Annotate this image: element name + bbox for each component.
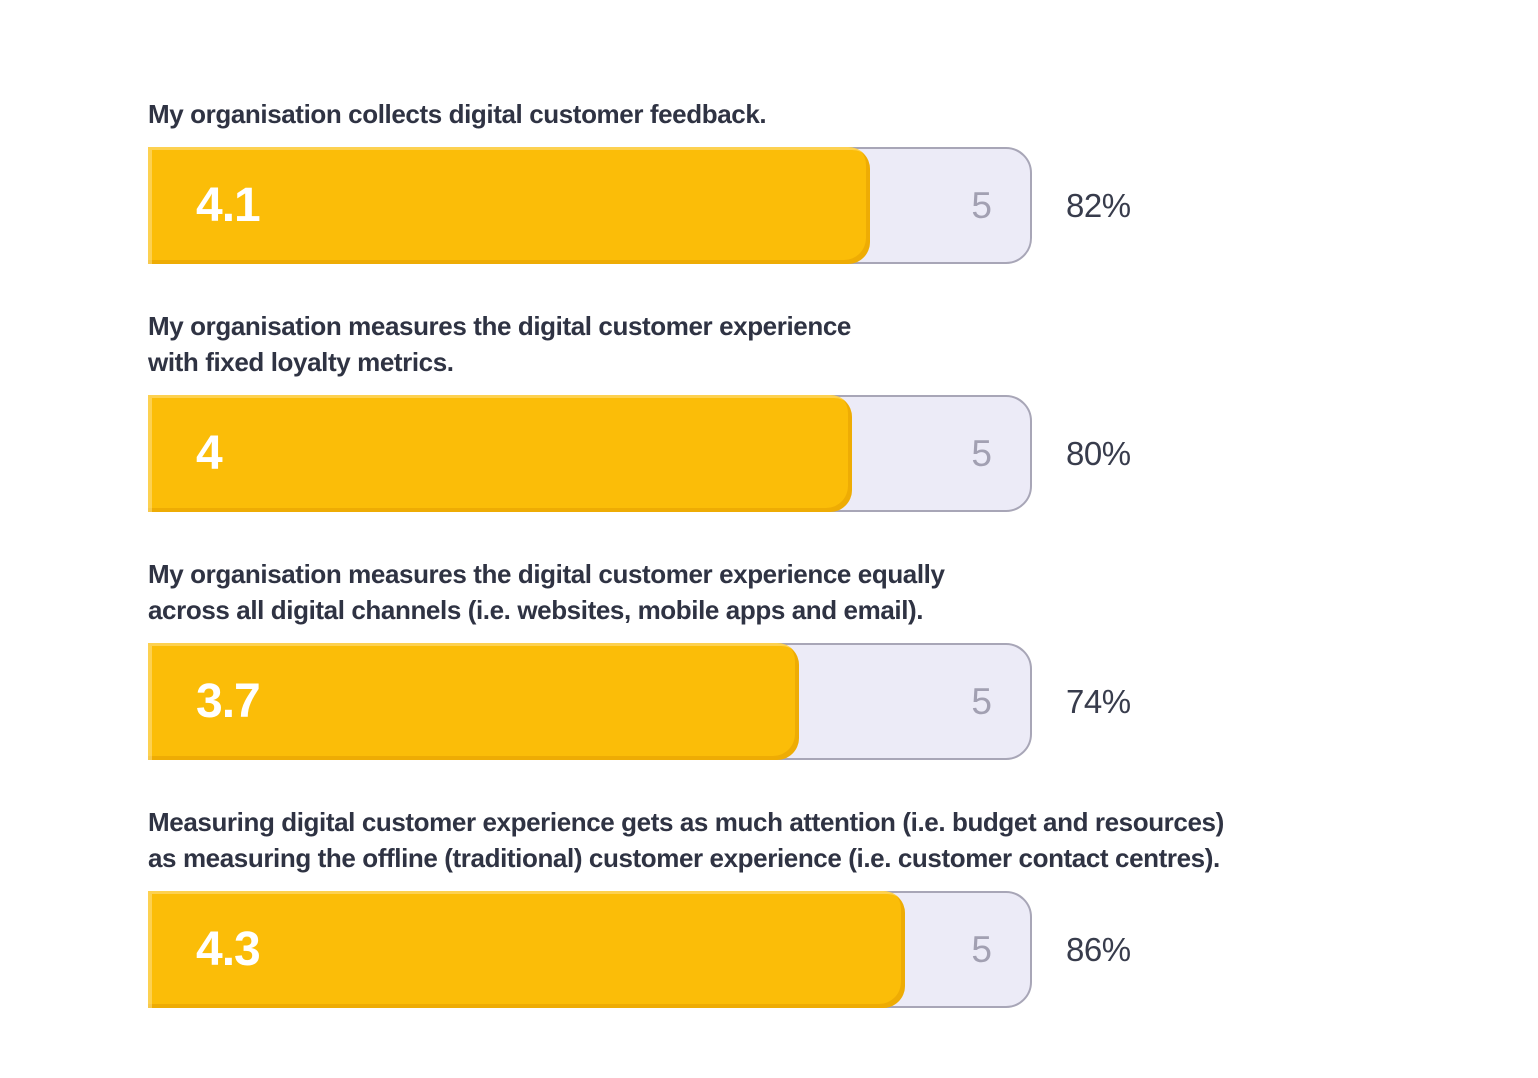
question-line: Measuring digital customer experience ge… (148, 807, 1224, 837)
score-bar-track: 4.3 5 (148, 891, 1032, 1008)
bar-row: 4 5 80% (148, 395, 1488, 512)
percent-label: 80% (1066, 434, 1131, 472)
score-bar-fill: 4 (148, 395, 852, 512)
bar-row: 4.3 5 86% (148, 891, 1488, 1008)
percent-label: 82% (1066, 186, 1131, 224)
question-line: My organisation collects digital custome… (148, 99, 767, 129)
survey-item: My organisation collects digital custome… (148, 96, 1488, 264)
score-bar-track: 4 5 (148, 395, 1032, 512)
scale-max-label: 5 (971, 680, 992, 722)
score-bar-track: 4.1 5 (148, 147, 1032, 264)
survey-item: Measuring digital customer experience ge… (148, 804, 1488, 1008)
bar-row: 3.7 5 74% (148, 643, 1488, 760)
survey-item: My organisation measures the digital cus… (148, 556, 1488, 760)
score-bar-fill: 3.7 (148, 643, 800, 760)
question-label: My organisation measures the digital cus… (148, 556, 1488, 628)
question-label: My organisation measures the digital cus… (148, 308, 1488, 380)
percent-label: 74% (1066, 682, 1131, 720)
score-value-label: 4 (196, 427, 223, 480)
scale-max-label: 5 (971, 928, 992, 970)
scale-max-label: 5 (971, 184, 992, 226)
percent-label: 86% (1066, 930, 1131, 968)
question-line: with fixed loyalty metrics. (148, 347, 454, 377)
question-line: across all digital channels (i.e. websit… (148, 595, 924, 625)
score-bar-fill: 4.3 (148, 891, 905, 1008)
survey-item: My organisation measures the digital cus… (148, 308, 1488, 512)
score-bar-track: 3.7 5 (148, 643, 1032, 760)
question-line: My organisation measures the digital cus… (148, 559, 945, 589)
score-bar-fill: 4.1 (148, 147, 870, 264)
question-label: Measuring digital customer experience ge… (148, 804, 1488, 876)
scale-max-label: 5 (971, 432, 992, 474)
score-value-label: 3.7 (196, 675, 261, 728)
score-value-label: 4.3 (196, 923, 261, 976)
question-line: My organisation measures the digital cus… (148, 311, 851, 341)
survey-bar-chart: My organisation collects digital custome… (148, 96, 1488, 1052)
bar-row: 4.1 5 82% (148, 147, 1488, 264)
question-line: as measuring the offline (traditional) c… (148, 843, 1220, 873)
question-label: My organisation collects digital custome… (148, 96, 1488, 132)
score-value-label: 4.1 (196, 179, 261, 232)
